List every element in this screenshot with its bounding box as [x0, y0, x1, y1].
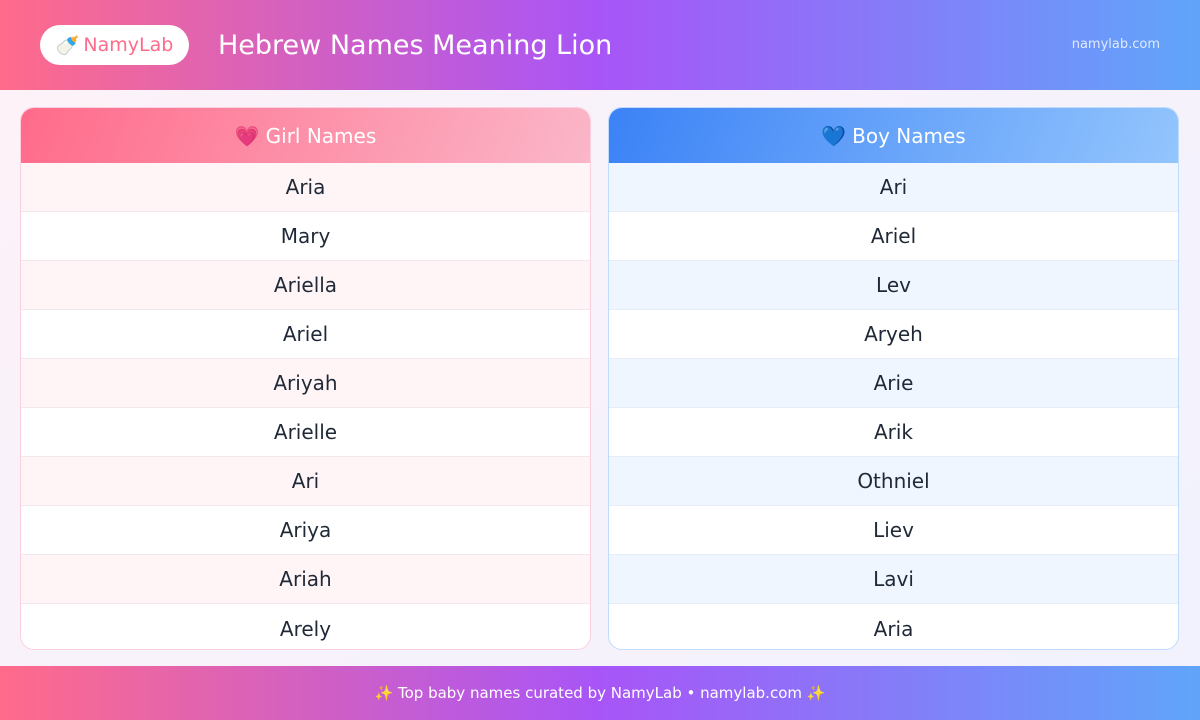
baby-bottle-icon: 🍼	[55, 34, 80, 57]
name-row: Arie	[609, 359, 1178, 408]
logo[interactable]: 🍼 NamyLab	[40, 25, 189, 65]
name-row: Aria	[873, 616, 914, 641]
name-row: Aria	[21, 163, 590, 212]
name-row: Othniel	[609, 457, 1178, 506]
girl-names-title: Girl Names	[265, 123, 377, 148]
girl-names-card: 💗 Girl Names Aria Mary Ariella Ariel Ariyah Ar…	[20, 107, 591, 650]
name-row: Ariya	[21, 506, 590, 555]
boy-names-title: Boy Names	[852, 123, 966, 148]
name-row: Lavi	[609, 555, 1178, 604]
footer: ✨ Top baby names curated by NamyLab • na…	[0, 666, 1200, 720]
name-row: Arik	[609, 408, 1178, 457]
logo-text: NamyLab	[83, 34, 174, 56]
boy-names-card: 💙 Boy Names Ari Ariel Lev Aryeh Arie Arik Othni…	[608, 107, 1179, 650]
heart-icon: 💗	[234, 123, 260, 148]
girl-names-header: 💗 Girl Names	[21, 108, 590, 163]
site-link[interactable]: namylab.com	[1071, 37, 1160, 52]
name-row: Ariel	[21, 310, 590, 359]
name-row: Mary	[21, 212, 590, 261]
name-row: Ariah	[21, 555, 590, 604]
name-row: Ariella	[21, 261, 590, 310]
header: 🍼 NamyLab Hebrew Names Meaning Lion namyl…	[0, 0, 1200, 90]
name-row: Ariyah	[21, 359, 590, 408]
blue-heart-icon: 💙	[821, 123, 847, 148]
name-row: Aryeh	[609, 310, 1178, 359]
name-row: Arielle	[21, 408, 590, 457]
name-row: Ari	[21, 457, 590, 506]
name-row: Ariel	[609, 212, 1178, 261]
name-row: Lev	[609, 261, 1178, 310]
page-title: Hebrew Names Meaning Lion	[218, 29, 613, 61]
name-row: Arely	[279, 616, 332, 641]
name-row: Liev	[609, 506, 1178, 555]
boy-names-header: 💙 Boy Names	[609, 108, 1178, 163]
name-row: Ari	[609, 163, 1178, 212]
